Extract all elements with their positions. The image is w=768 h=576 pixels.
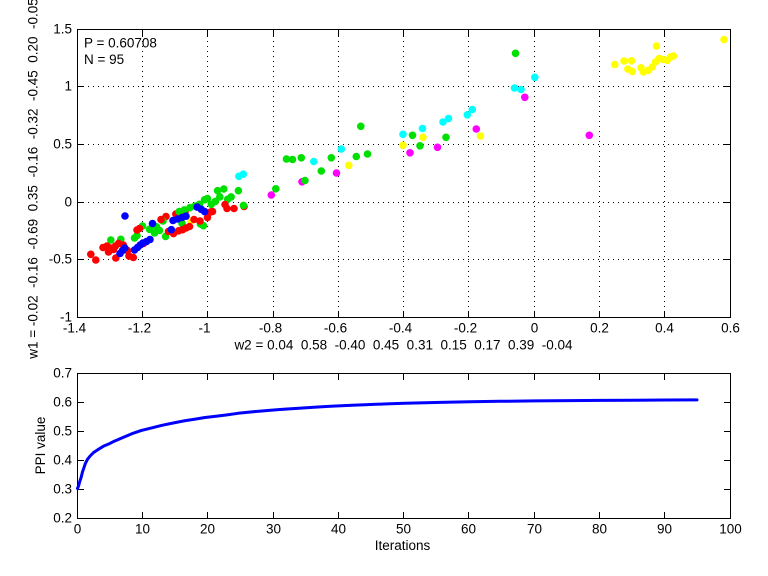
svg-text:40: 40 bbox=[331, 522, 346, 537]
svg-text:1: 1 bbox=[64, 79, 72, 94]
svg-text:-1.2: -1.2 bbox=[128, 321, 151, 336]
svg-text:0.4: 0.4 bbox=[655, 321, 674, 336]
svg-text:0.4: 0.4 bbox=[53, 453, 72, 468]
svg-text:0.5: 0.5 bbox=[53, 137, 72, 152]
svg-text:N = 95: N = 95 bbox=[84, 52, 124, 67]
svg-text:0.3: 0.3 bbox=[53, 482, 72, 497]
svg-text:0.2: 0.2 bbox=[53, 511, 72, 526]
svg-text:w2 = 0.04 0.58 -0.40 0.45: w2 = 0.04 0.58 -0.40 0.45 0.31 0.15 0.17… bbox=[233, 338, 573, 353]
svg-text:100: 100 bbox=[719, 522, 742, 537]
svg-text:-1: -1 bbox=[60, 310, 72, 325]
svg-text:60: 60 bbox=[461, 522, 476, 537]
svg-text:0: 0 bbox=[74, 522, 82, 537]
svg-text:-0.6: -0.6 bbox=[324, 321, 347, 336]
svg-text:0: 0 bbox=[531, 321, 539, 336]
svg-text:0.6: 0.6 bbox=[721, 321, 740, 336]
svg-text:90: 90 bbox=[657, 522, 672, 537]
svg-text:PPI value: PPI value bbox=[33, 417, 48, 475]
svg-text:0.5: 0.5 bbox=[53, 424, 72, 439]
svg-text:-0.4: -0.4 bbox=[389, 321, 413, 336]
svg-text:1.5: 1.5 bbox=[53, 22, 72, 37]
svg-text:P = 0.60708: P = 0.60708 bbox=[84, 36, 157, 51]
svg-text:10: 10 bbox=[135, 522, 150, 537]
svg-text:70: 70 bbox=[527, 522, 542, 537]
svg-text:-0.8: -0.8 bbox=[259, 321, 282, 336]
svg-text:0.2: 0.2 bbox=[590, 321, 609, 336]
svg-text:80: 80 bbox=[592, 522, 607, 537]
svg-text:-1: -1 bbox=[198, 321, 210, 336]
svg-text:Iterations: Iterations bbox=[375, 538, 431, 553]
svg-text:30: 30 bbox=[266, 522, 281, 537]
svg-text:20: 20 bbox=[200, 522, 215, 537]
svg-text:-0.2: -0.2 bbox=[454, 321, 477, 336]
svg-text:0.6: 0.6 bbox=[53, 395, 72, 410]
svg-text:0: 0 bbox=[64, 195, 72, 210]
svg-text:-0.5: -0.5 bbox=[49, 252, 72, 267]
svg-text:0.7: 0.7 bbox=[53, 366, 72, 381]
svg-text:50: 50 bbox=[396, 522, 411, 537]
svg-text:-1.4: -1.4 bbox=[63, 321, 87, 336]
svg-text:w1 = -0.02 -0.16 -0.69 0.35: w1 = -0.02 -0.16 -0.69 0.35 -0.16 -0.32 … bbox=[26, 0, 41, 360]
